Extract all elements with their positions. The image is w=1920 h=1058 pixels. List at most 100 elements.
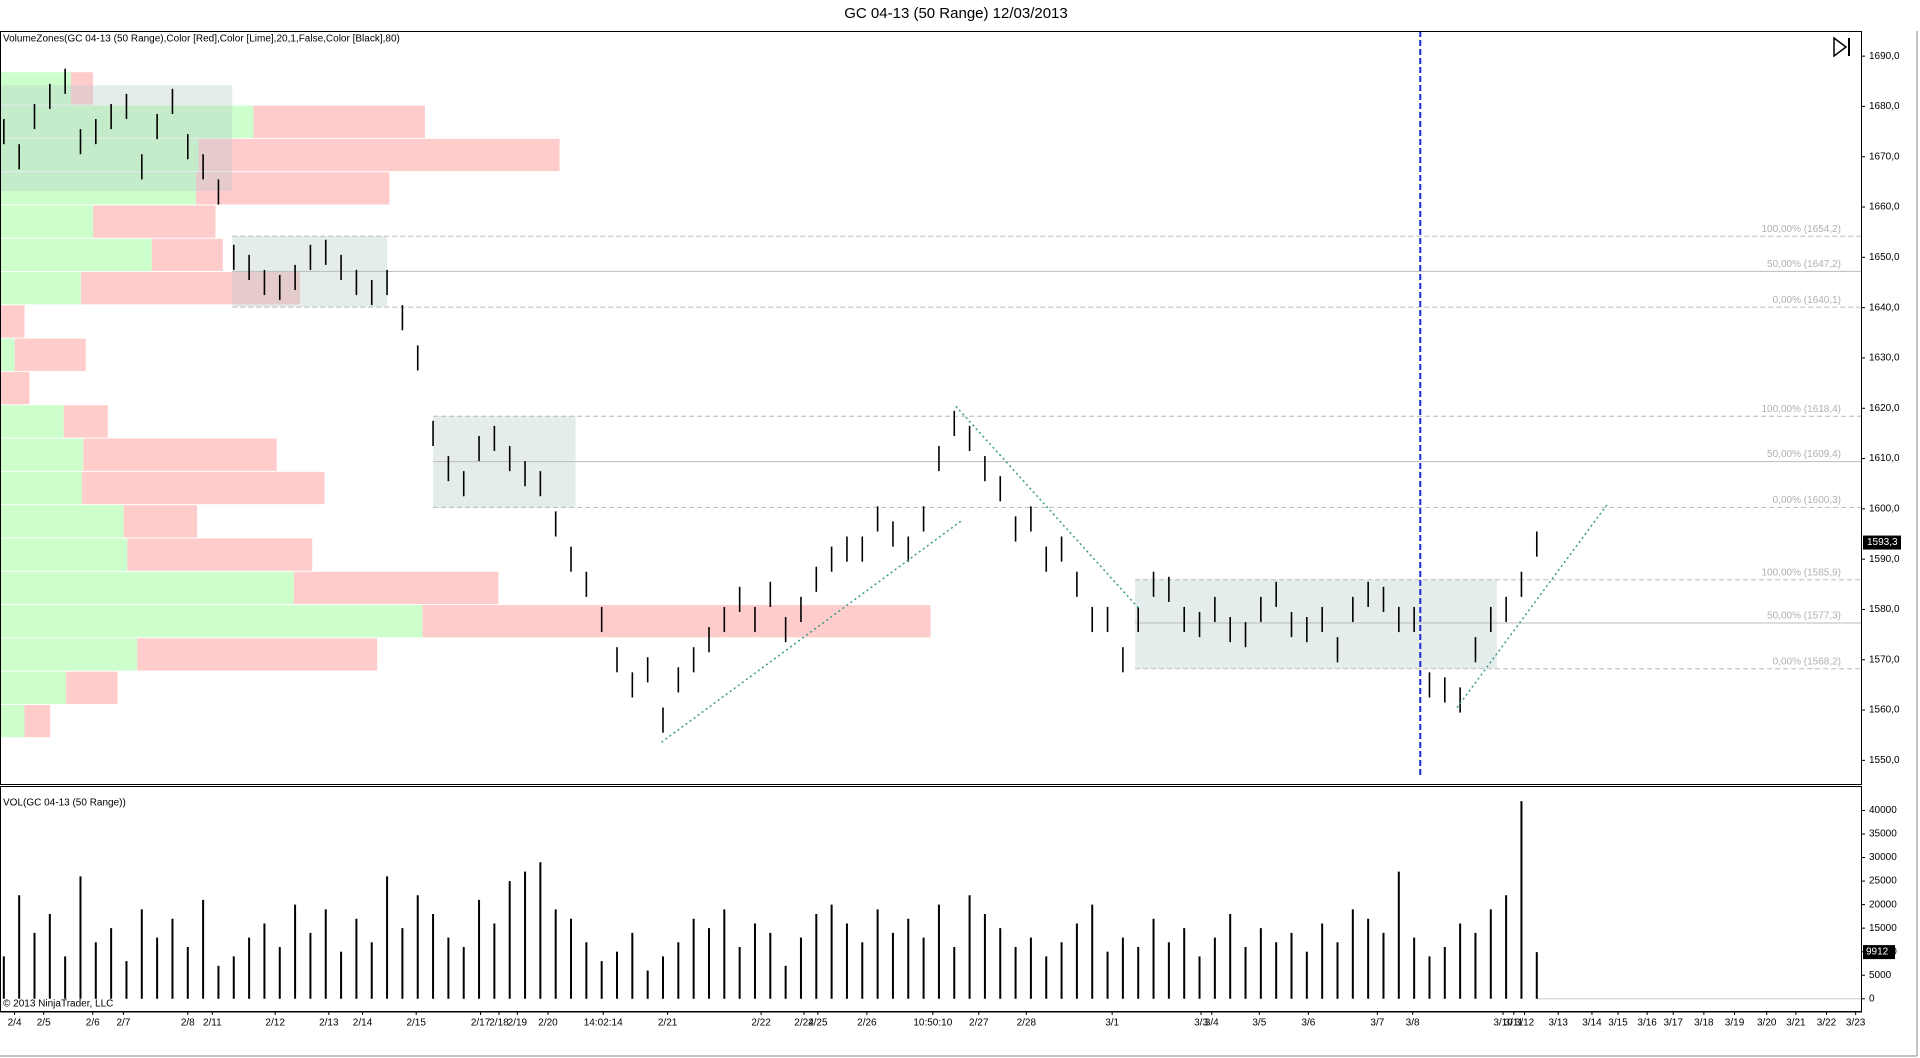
volume-tick-label: 30000 (1869, 852, 1897, 863)
y-tick-label: 1580,0 (1869, 604, 1900, 615)
x-tick-label: 2/21 (658, 1018, 678, 1029)
last-price-box (1863, 535, 1901, 550)
fib-label: 0,00% (1600,3) (1773, 495, 1841, 506)
x-tick-label: 3/19 (1725, 1018, 1745, 1029)
y-tick-label: 1670,0 (1869, 151, 1900, 162)
zones-layer (0, 72, 931, 738)
zone-down (422, 605, 931, 638)
zone-down (83, 438, 277, 471)
price-panel-frame (0, 31, 1862, 785)
fib-label: 100,00% (1618,4) (1761, 404, 1841, 415)
volume-tick-label: 25000 (1869, 876, 1897, 887)
x-tick-label: 2/27 (969, 1018, 989, 1029)
zone-down (93, 205, 216, 238)
x-tick-label: 2/18 (489, 1018, 509, 1029)
zone-down (14, 338, 86, 371)
indicator-label: VolumeZones(GC 04-13 (50 Range),Color [R… (3, 34, 400, 45)
fib-label: 100,00% (1654,2) (1761, 224, 1841, 235)
x-tick-label: 2/20 (538, 1018, 558, 1029)
x-tick-label: 3/15 (1608, 1018, 1628, 1029)
fib-label: 100,00% (1585,9) (1761, 567, 1841, 578)
zone-up (0, 205, 94, 238)
range-box (1135, 579, 1497, 669)
x-tick-label: 3/8 (1406, 1018, 1420, 1029)
button-bg[interactable] (1830, 36, 1852, 58)
x-tick-label: 3/11 (1504, 1018, 1523, 1029)
x-tick-label: 3/5 (1252, 1018, 1266, 1029)
x-tick-label: 3/18 (1694, 1018, 1714, 1029)
x-tick-label: 2/19 (508, 1018, 528, 1029)
x-tick-label: 2/25 (808, 1018, 828, 1029)
zone-up (0, 704, 25, 738)
x-tick-label: 3/16 (1637, 1018, 1657, 1029)
zone-down (24, 704, 51, 738)
x-tick-label: 2/14 (353, 1018, 373, 1029)
volume-label: VOL(GC 04-13 (50 Range)) (3, 798, 126, 809)
x-tick-label: 2/24 (794, 1018, 814, 1029)
zone-down (0, 371, 30, 405)
zone-up (0, 571, 294, 605)
x-tick-label: 3/13 (1549, 1018, 1569, 1029)
zone-down (127, 538, 313, 571)
y-tick-label: 1680,0 (1869, 101, 1900, 112)
top-layer: 1593,3 9912 (661, 31, 1901, 960)
zone-down (195, 172, 390, 205)
x-tick-label: 3/12 (1515, 1018, 1535, 1029)
fib-label: 50,00% (1609,4) (1767, 449, 1841, 460)
y-tick-label: 1630,0 (1869, 353, 1900, 364)
volume-tick-label: 15000 (1869, 923, 1897, 934)
last-volume-box (1863, 945, 1895, 960)
scroll-end-button[interactable] (1830, 36, 1852, 58)
zone-down (82, 471, 325, 505)
x-tick-label: 3/23 (1846, 1018, 1866, 1029)
x-tick-label: 2/11 (203, 1018, 222, 1029)
zone-up (0, 272, 81, 305)
zone-up (0, 438, 84, 471)
x-tick-label: 14:02:14 (584, 1018, 623, 1029)
trend-line (1456, 503, 1608, 708)
x-tick-label: 3/17 (1663, 1018, 1683, 1029)
zone-up (0, 605, 423, 638)
zone-up (0, 72, 72, 105)
trend-line (661, 519, 963, 743)
volume-tick-label: 40000 (1869, 805, 1897, 816)
x-tick-label: 3/14 (1582, 1018, 1602, 1029)
zone-up (0, 638, 138, 671)
x-tick-label: 2/6 (86, 1018, 100, 1029)
volume-tick-label: 35000 (1869, 829, 1897, 840)
y-tick-label: 1650,0 (1869, 252, 1900, 263)
zone-up (0, 405, 64, 438)
x-tick-label: 3/22 (1817, 1018, 1837, 1029)
fib-label: 50,00% (1647,2) (1767, 259, 1841, 270)
y-tick-label: 1640,0 (1869, 302, 1900, 313)
y-tick-label: 1550,0 (1869, 755, 1900, 766)
zone-up (0, 505, 124, 538)
zone-down (137, 638, 378, 671)
volume-tick-label: 0 (1869, 993, 1875, 1004)
x-tick-label: 2/12 (265, 1018, 285, 1029)
zone-up (0, 138, 199, 172)
x-tick-label: 3/20 (1757, 1018, 1777, 1029)
trend-line (955, 405, 1141, 610)
y-tick-label: 1620,0 (1869, 403, 1900, 414)
fib-label: 0,00% (1568,2) (1773, 656, 1841, 667)
zone-up (0, 671, 67, 704)
x-tick-label: 3/21 (1786, 1018, 1806, 1029)
x-tick-label: 2/28 (1017, 1018, 1037, 1029)
zone-up (0, 338, 15, 371)
zone-down (293, 571, 499, 605)
zone-up (0, 538, 128, 571)
zone-up (0, 172, 196, 205)
x-tick-label: 2/4 (8, 1018, 22, 1029)
zone-down (253, 105, 425, 138)
zone-up (0, 471, 83, 505)
y-tick-label: 1600,0 (1869, 503, 1900, 514)
fib-label: 0,00% (1640,1) (1773, 295, 1841, 306)
range-box (0, 85, 233, 191)
x-tick-label: 2/13 (319, 1018, 339, 1029)
y-tick-label: 1590,0 (1869, 554, 1900, 565)
y-tick-label: 1660,0 (1869, 202, 1900, 213)
copyright: © 2013 NinjaTrader, LLC (3, 999, 113, 1010)
x-tick-label: 2/5 (37, 1018, 51, 1029)
